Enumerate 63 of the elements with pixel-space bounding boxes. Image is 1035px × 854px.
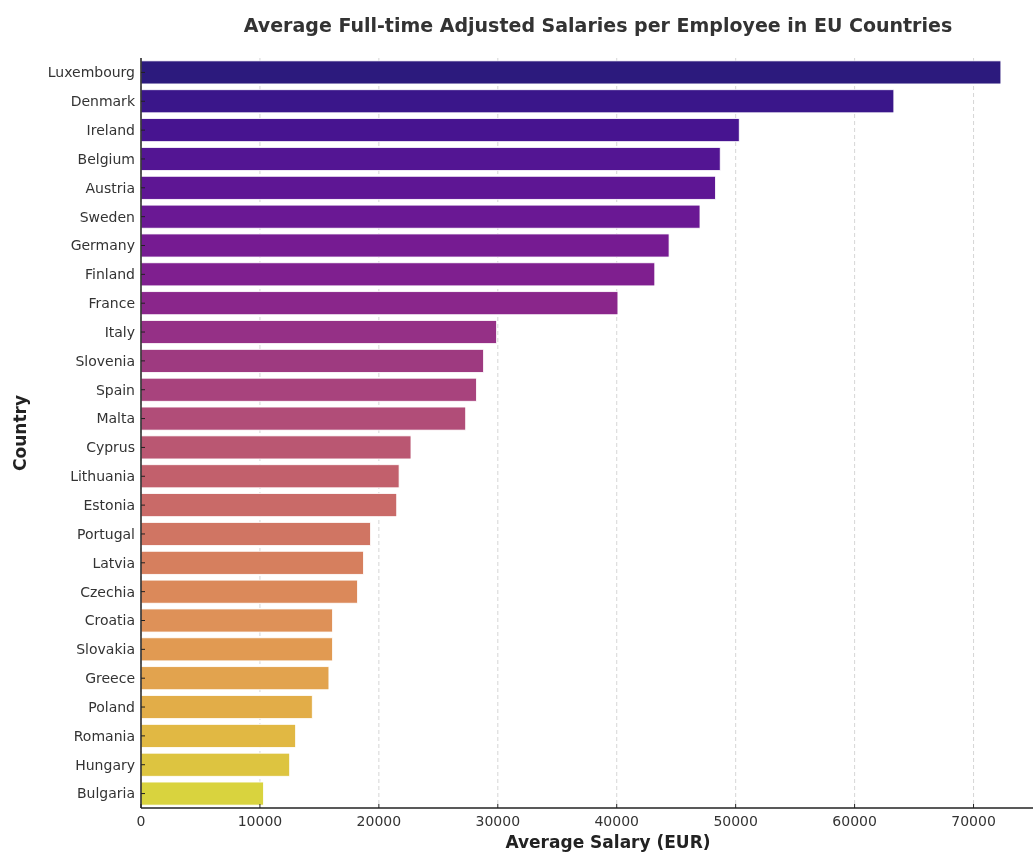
y-tick-label: Denmark xyxy=(70,93,136,110)
bar xyxy=(140,406,467,431)
x-tick-label: 30000 xyxy=(475,813,521,829)
bar xyxy=(140,204,701,229)
bar xyxy=(140,233,670,258)
bar xyxy=(140,348,484,373)
bar xyxy=(140,781,264,806)
y-tick-label: Cyprus xyxy=(86,439,135,456)
y-tick-label: Greece xyxy=(85,670,135,687)
y-tick-label: Austria xyxy=(85,179,135,196)
y-tick-label: Malta xyxy=(96,410,135,427)
y-tick-label: Portugal xyxy=(77,525,135,542)
y-axis-title: Country xyxy=(10,395,30,471)
bar xyxy=(140,435,412,460)
y-tick-label: Italy xyxy=(104,323,135,340)
bar xyxy=(140,377,477,402)
bar xyxy=(140,320,498,344)
y-tick-label: Hungary xyxy=(75,756,135,773)
y-tick-label: Germany xyxy=(70,237,135,254)
bar xyxy=(140,637,333,662)
bar xyxy=(140,695,313,719)
y-tick-label: Croatia xyxy=(84,612,135,629)
y-tick-label: Ireland xyxy=(86,122,135,139)
x-tick-label: 60000 xyxy=(832,813,877,829)
y-tick-label: Spain xyxy=(95,381,135,398)
y-tick-label: Slovenia xyxy=(75,352,135,369)
y-tick-label: Luxembourg xyxy=(47,64,135,81)
x-tick-label: 40000 xyxy=(594,813,640,829)
y-tick-label: Estonia xyxy=(83,497,135,514)
x-tick-label: 50000 xyxy=(713,813,758,829)
x-axis-title: Average Salary (EUR) xyxy=(505,832,711,852)
bar xyxy=(140,493,398,518)
bar xyxy=(140,522,371,546)
x-tick-label: 70000 xyxy=(951,813,996,829)
bar xyxy=(140,118,740,143)
y-tick-label: Poland xyxy=(88,698,135,715)
bar xyxy=(140,752,291,777)
chart-title: Average Full-time Adjusted Salaries per Employee in EU Countries xyxy=(243,14,953,36)
y-tick-label: Czechia xyxy=(80,583,135,600)
y-tick-label: Romania xyxy=(73,727,135,744)
bar xyxy=(140,666,330,691)
bar xyxy=(140,89,895,114)
x-tick-label: 10000 xyxy=(237,813,283,829)
bar xyxy=(140,550,364,575)
x-tick-label: 20000 xyxy=(356,813,402,829)
y-tick-label: Finland xyxy=(84,266,135,283)
y-tick-label: Lithuania xyxy=(70,468,135,485)
bar xyxy=(140,723,297,748)
bar xyxy=(140,60,1002,85)
bar xyxy=(140,175,716,200)
bar xyxy=(140,464,400,489)
y-tick-label: Slovakia xyxy=(76,641,135,658)
y-tick-label: Belgium xyxy=(77,150,135,167)
bar xyxy=(140,608,333,633)
y-tick-label: France xyxy=(88,295,135,312)
bar xyxy=(140,579,358,604)
y-tick-label: Latvia xyxy=(92,554,135,571)
bar xyxy=(140,291,619,316)
y-tick-label: Sweden xyxy=(79,208,135,225)
x-tick-label: 0 xyxy=(136,813,146,829)
y-tick-label: Bulgaria xyxy=(76,785,135,802)
bar xyxy=(140,262,656,287)
bar xyxy=(140,147,721,171)
